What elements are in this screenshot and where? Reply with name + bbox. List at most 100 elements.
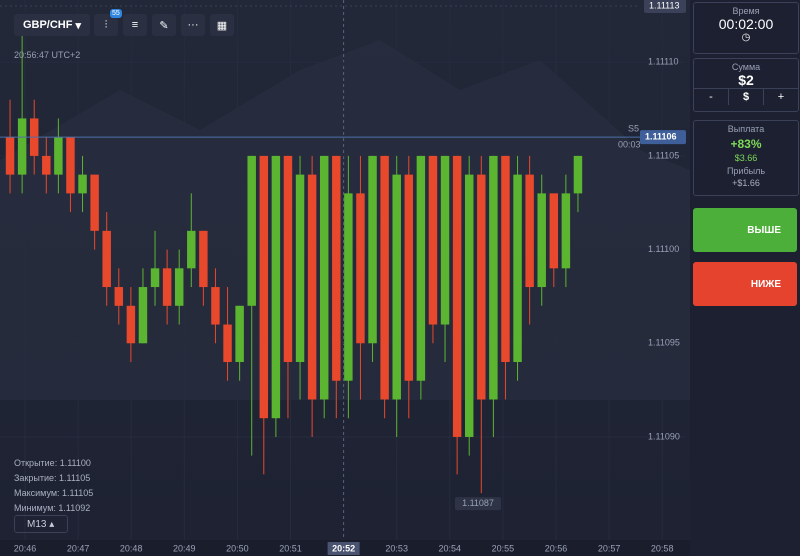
x-tick-label: 20:46 [14, 543, 37, 553]
candle-body [223, 324, 232, 362]
trade-panel: Время 00:02:00 ◷ Сумма $2 - $ + Выплата … [690, 0, 800, 556]
x-tick-label: 20:53 [385, 543, 408, 553]
period-selector[interactable]: M13 ▴ [14, 515, 68, 533]
x-tick-label: 20:47 [67, 543, 90, 553]
candle-body [17, 118, 27, 175]
info-high: Максимум: 1.11105 [14, 488, 94, 498]
candle-body [356, 193, 365, 344]
chart-type-button[interactable]: ⫶ [94, 14, 118, 36]
candle-body [150, 268, 160, 288]
candle-body [561, 193, 571, 269]
candle-body [428, 155, 438, 325]
candle-body [138, 287, 148, 344]
current-price-box [640, 130, 686, 145]
candle-body [235, 305, 244, 362]
candle-body [174, 268, 184, 306]
clock: 20:56:47 UTC+2 [14, 50, 81, 60]
pair-selector[interactable]: GBP/CHF ▾ [14, 14, 90, 36]
timeframe-label: S5 [628, 124, 639, 134]
y-tick-label: 1.11100 [648, 244, 679, 254]
x-tick-label: 20:52 [332, 543, 355, 553]
layout-button[interactable]: ▦ [210, 14, 234, 36]
x-tick-label: 20:54 [439, 543, 462, 553]
candle-body [368, 155, 377, 344]
candle-body [501, 155, 510, 362]
candle-body [259, 155, 269, 419]
x-tick-label: 20:55 [492, 543, 515, 553]
candle-body [573, 155, 583, 194]
candle-body [332, 155, 341, 381]
candle-body [78, 174, 87, 194]
candle-body [452, 155, 462, 437]
candle-body [344, 193, 353, 381]
info-open: Открытие: 1.11100 [14, 458, 91, 468]
payout-percent: +83% [730, 137, 762, 151]
countdown-label: 00:03 [618, 140, 641, 150]
candle-body [416, 155, 426, 381]
candle-body [102, 230, 111, 288]
time-value[interactable]: 00:02:00 [718, 16, 774, 32]
x-tick-label: 20:58 [651, 543, 674, 553]
sum-label: Сумма [731, 62, 761, 72]
info-low: Минимум: 1.11092 [14, 503, 91, 513]
plus-button[interactable]: + [777, 91, 785, 103]
profit-label: Прибыль [726, 166, 766, 176]
candle-body [283, 155, 293, 362]
payout-sum: $3.66 [734, 153, 758, 163]
candle-body [392, 174, 401, 400]
x-tick-label: 20:50 [226, 543, 249, 553]
x-tick-label: 20:51 [279, 543, 302, 553]
down-button[interactable]: НИЖЕ [693, 262, 797, 306]
payout-label: Выплата [727, 124, 765, 134]
candle-body [440, 155, 450, 325]
up-label: ВЫШЕ [747, 224, 781, 236]
candle-body [380, 155, 389, 400]
x-tick-label: 20:48 [120, 543, 143, 553]
candle-body [162, 268, 172, 306]
down-label: НИЖЕ [750, 278, 781, 290]
x-tick-label: 20:57 [598, 543, 621, 553]
y-tick-label: 1.11110 [648, 57, 679, 67]
top-price-box [644, 0, 686, 13]
info-close: Закрытие: 1.11105 [14, 473, 91, 483]
draw-button[interactable]: ✎ [152, 14, 176, 36]
time-box: Время 00:02:00 ◷ [693, 2, 799, 54]
chart: 20:46 20:47 20:48 20:49 20:50 20:51 20:52 20:53… [0, 0, 690, 556]
y-tick-label: 1.11105 [648, 150, 679, 160]
pair: GBP/CHF [22, 19, 73, 31]
candle-body [199, 230, 208, 288]
candle-body [66, 137, 75, 194]
candle-body [5, 137, 15, 175]
up-button[interactable]: ВЫШЕ [693, 208, 797, 252]
clock-icon: ◷ [741, 32, 751, 43]
candle-body [271, 155, 281, 419]
candle-body [404, 174, 414, 381]
x-tick-label: 20:49 [173, 543, 196, 553]
period: M13 [27, 519, 47, 530]
candle-body [42, 155, 51, 175]
minus-button[interactable]: - [694, 89, 729, 105]
payout-box: Выплата +83% $3.66 Прибыль +$1.66 [693, 120, 799, 196]
x-tick-label: 20:56 [545, 543, 568, 553]
candle-body [54, 137, 63, 175]
y-tick-label: 1.11095 [648, 338, 680, 348]
y-tick-label: 1.11090 [648, 431, 680, 441]
candle-body [295, 174, 305, 362]
candle-body [187, 230, 196, 269]
candle-body [525, 174, 534, 288]
candle-body [477, 174, 486, 400]
more-button[interactable]: ··· [181, 14, 205, 36]
sum-value[interactable]: $2 [738, 72, 754, 88]
candle-body [247, 155, 256, 306]
candle-body [90, 174, 99, 231]
candle-body [114, 287, 124, 306]
candle-body [513, 174, 522, 362]
candle-body [126, 305, 136, 344]
currency-button[interactable]: $ [729, 89, 764, 105]
top-price-label: 1.11113 [649, 0, 680, 10]
profit-value: +$1.66 [732, 178, 760, 188]
low-price-box [455, 497, 501, 511]
settings-button[interactable]: ≡ [123, 14, 147, 36]
candle-body [537, 193, 546, 288]
